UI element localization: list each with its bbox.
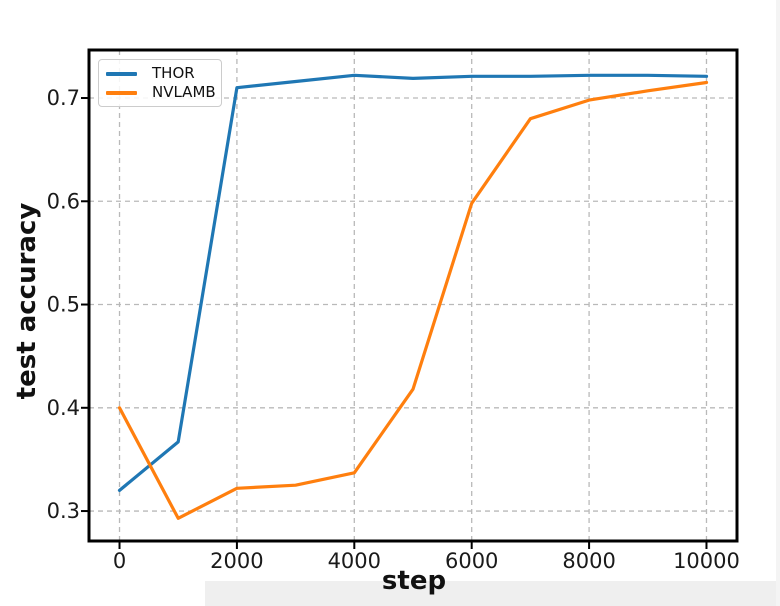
y-tick-label: 0.5 xyxy=(47,293,80,317)
right-edge-artifact xyxy=(776,0,780,606)
y-axis-label: test accuracy xyxy=(12,202,42,400)
y-tick-label: 0.4 xyxy=(47,396,80,420)
x-tick-label: 4000 xyxy=(328,549,381,573)
x-tick-label: 10000 xyxy=(673,549,740,573)
legend: THOR NVLAMB xyxy=(98,59,222,107)
bottom-edge-artifact xyxy=(205,581,780,606)
x-axis-label: step xyxy=(381,566,447,596)
thor-line-swatch xyxy=(106,71,137,76)
y-tick-label: 0.7 xyxy=(47,86,80,110)
y-tick-label: 0.6 xyxy=(47,189,80,213)
x-tick-label: 0 xyxy=(113,549,126,573)
nvlamb-line-swatch xyxy=(106,90,137,95)
legend-item-nvlamb: NVLAMB xyxy=(106,83,216,101)
x-tick-label: 8000 xyxy=(562,549,615,573)
y-tick-label: 0.3 xyxy=(47,499,80,523)
x-tick-label: 2000 xyxy=(210,549,263,573)
legend-label-nvlamb: NVLAMB xyxy=(152,83,216,101)
legend-label-thor: THOR xyxy=(152,64,195,82)
x-tick-label: 6000 xyxy=(445,549,498,573)
axes-spines xyxy=(87,48,739,543)
legend-item-thor: THOR xyxy=(106,66,213,81)
series-line-nvlamb xyxy=(117,80,709,520)
series-line-thor xyxy=(117,73,709,492)
